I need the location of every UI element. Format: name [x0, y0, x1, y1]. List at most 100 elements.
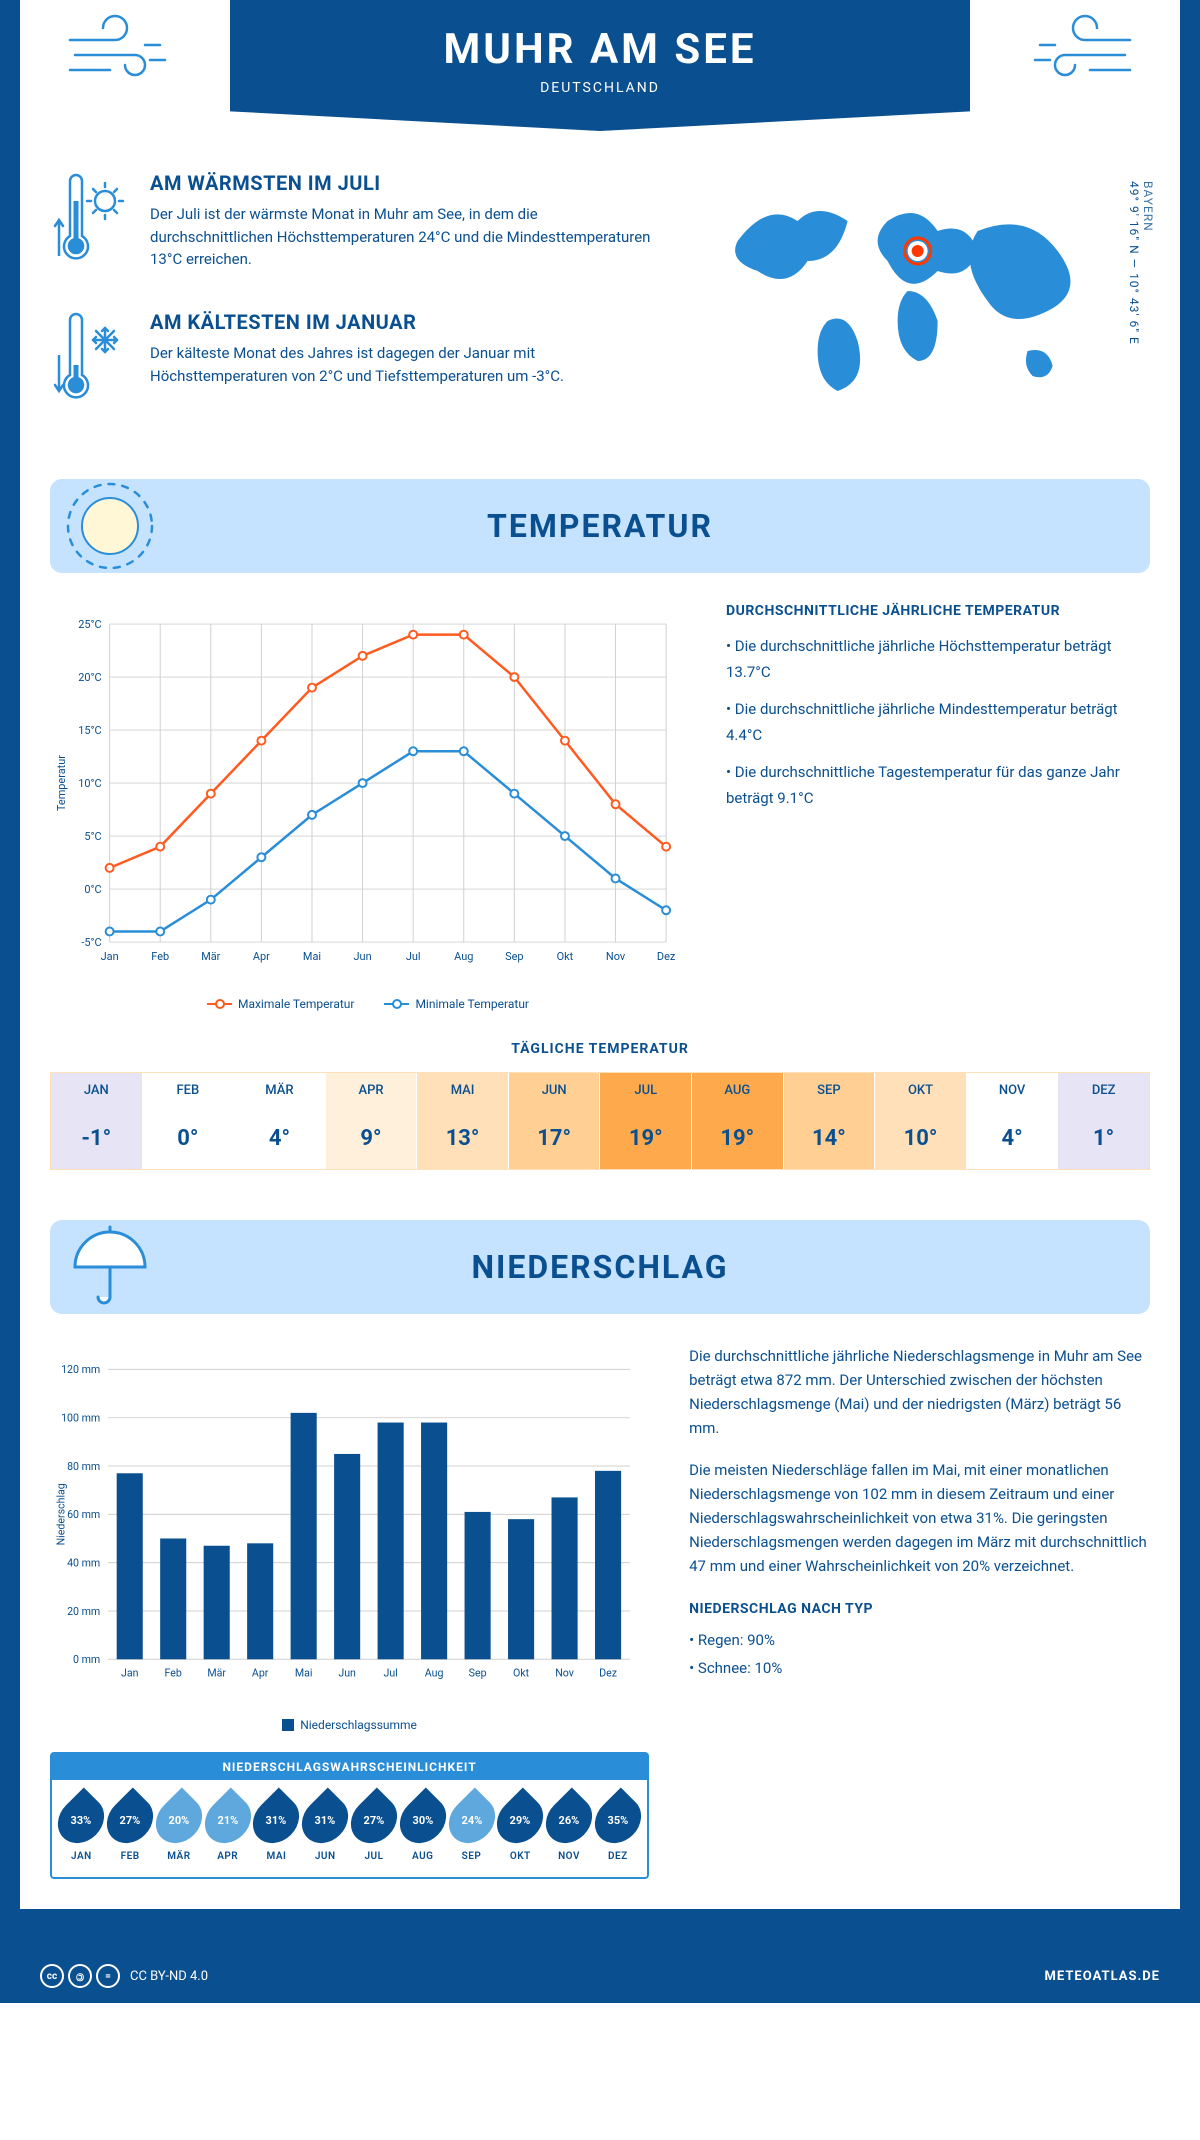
page-header: MUHR AM SEE DEUTSCHLAND	[230, 0, 970, 131]
svg-text:Jun: Jun	[338, 1667, 356, 1680]
precip-chart-legend: Niederschlagssumme	[50, 1718, 649, 1732]
probability-drop: 31%MAI	[252, 1795, 301, 1862]
precip-text-2: Die meisten Niederschläge fallen im Mai,…	[689, 1458, 1150, 1578]
svg-text:Apr: Apr	[252, 1667, 269, 1680]
svg-text:60 mm: 60 mm	[67, 1508, 100, 1521]
section-title: TEMPERATUR	[50, 507, 1150, 545]
probability-drop: 31%JUN	[301, 1795, 350, 1862]
month-cell: SEP14°	[784, 1073, 876, 1169]
precipitation-banner: NIEDERSCHLAG	[50, 1220, 1150, 1314]
svg-text:40 mm: 40 mm	[67, 1557, 100, 1570]
svg-text:Mär: Mär	[201, 950, 220, 963]
svg-text:Nov: Nov	[555, 1667, 574, 1680]
month-cell: OKT10°	[875, 1073, 967, 1169]
svg-text:120 mm: 120 mm	[61, 1363, 100, 1376]
annual-temp-title: DURCHSCHNITTLICHE JÄHRLICHE TEMPERATUR	[726, 603, 1150, 619]
cc-icons: cc🄯=	[40, 1964, 120, 1988]
thermometer-hot-icon	[50, 171, 130, 271]
temperature-line-chart: -5°C0°C5°C10°C15°C20°C25°CJanFebMärAprMa…	[50, 603, 686, 983]
svg-text:Mär: Mär	[207, 1667, 226, 1680]
precip-text-1: Die durchschnittliche jährliche Niedersc…	[689, 1344, 1150, 1440]
temp-bullet: • Die durchschnittliche jährliche Höchst…	[726, 634, 1150, 685]
month-cell: MÄR4°	[234, 1073, 326, 1169]
daily-temp-title: TÄGLICHE TEMPERATUR	[50, 1041, 1150, 1057]
probability-drop: 27%JUL	[350, 1795, 399, 1862]
month-cell: JUL19°	[600, 1073, 692, 1169]
svg-text:Dez: Dez	[599, 1667, 617, 1680]
probability-drop: 20%MÄR	[155, 1795, 204, 1862]
month-cell: JAN-1°	[51, 1073, 143, 1169]
svg-text:Mai: Mai	[295, 1667, 313, 1680]
svg-text:Feb: Feb	[165, 1667, 182, 1680]
month-cell: MAI13°	[417, 1073, 509, 1169]
svg-text:Niederschlag: Niederschlag	[54, 1483, 67, 1545]
svg-text:Okt: Okt	[557, 950, 574, 963]
coldest-fact: AM KÄLTESTEN IM JANUAR Der kälteste Mona…	[50, 310, 655, 414]
svg-text:20 mm: 20 mm	[67, 1605, 100, 1618]
warmest-text: Der Juli ist der wärmste Monat in Muhr a…	[150, 203, 655, 271]
month-cell: AUG19°	[692, 1073, 784, 1169]
month-cell: FEB0°	[143, 1073, 235, 1169]
annual-temp-bullets: • Die durchschnittliche jährliche Höchst…	[726, 634, 1150, 811]
svg-text:Sep: Sep	[469, 1667, 487, 1680]
temp-bullet: • Die durchschnittliche jährliche Mindes…	[726, 697, 1150, 748]
precip-type-item: • Regen: 90%	[689, 1628, 1150, 1652]
svg-text:Apr: Apr	[253, 950, 270, 963]
section-title: NIEDERSCHLAG	[50, 1248, 1150, 1286]
probability-drop: 26%NOV	[545, 1795, 594, 1862]
warmest-fact: AM WÄRMSTEN IM JULI Der Juli ist der wär…	[50, 171, 655, 275]
svg-text:10°C: 10°C	[78, 777, 101, 790]
svg-text:Aug: Aug	[454, 950, 473, 963]
precip-type-item: • Schnee: 10%	[689, 1656, 1150, 1680]
svg-text:Jul: Jul	[383, 1667, 397, 1680]
svg-text:Okt: Okt	[513, 1667, 530, 1680]
svg-text:Mai: Mai	[303, 950, 321, 963]
svg-text:25°C: 25°C	[78, 618, 101, 631]
world-map	[685, 171, 1150, 411]
svg-text:Jun: Jun	[354, 950, 372, 963]
temperature-banner: TEMPERATUR	[50, 479, 1150, 573]
svg-text:Feb: Feb	[151, 950, 169, 963]
probability-drop: 24%SEP	[447, 1795, 496, 1862]
svg-text:Aug: Aug	[425, 1667, 444, 1680]
coldest-title: AM KÄLTESTEN IM JANUAR	[150, 310, 655, 334]
svg-text:15°C: 15°C	[78, 724, 101, 737]
page-subtitle: DEUTSCHLAND	[230, 80, 970, 96]
svg-text:Jul: Jul	[406, 950, 421, 963]
precipitation-probability-box: NIEDERSCHLAGSWAHRSCHEINLICHKEIT 33%JAN27…	[50, 1752, 649, 1879]
sun-icon	[60, 479, 160, 573]
month-cell: APR9°	[326, 1073, 418, 1169]
wind-icon	[65, 20, 175, 90]
svg-text:0 mm: 0 mm	[73, 1653, 100, 1666]
probability-drop: 33%JAN	[57, 1795, 106, 1862]
svg-text:80 mm: 80 mm	[67, 1460, 100, 1473]
page-title: MUHR AM SEE	[230, 25, 970, 74]
svg-text:0°C: 0°C	[84, 883, 101, 896]
temp-chart-legend: Maximale Temperatur Minimale Temperatur	[50, 997, 686, 1011]
svg-text:-5°C: -5°C	[81, 936, 101, 949]
month-cell: DEZ1°	[1058, 1073, 1149, 1169]
site-name: METEOATLAS.DE	[1045, 1969, 1160, 1984]
svg-text:20°C: 20°C	[78, 671, 101, 684]
warmest-title: AM WÄRMSTEN IM JULI	[150, 171, 655, 195]
month-cell: JUN17°	[509, 1073, 601, 1169]
coldest-text: Der kälteste Monat des Jahres ist dagege…	[150, 342, 655, 387]
svg-text:Nov: Nov	[606, 950, 626, 963]
svg-text:Temperatur: Temperatur	[55, 755, 68, 811]
precipitation-bar-chart: 0 mm20 mm40 mm60 mm80 mm100 mm120 mmJanF…	[50, 1344, 649, 1704]
svg-text:Sep: Sep	[505, 950, 523, 963]
probability-drop: 30%AUG	[398, 1795, 447, 1862]
coordinates: BAYERN 49° 9' 16" N — 10° 43' 6" E	[1127, 181, 1155, 345]
umbrella-icon	[60, 1220, 160, 1314]
wind-icon	[1025, 20, 1135, 90]
month-cell: NOV4°	[967, 1073, 1059, 1169]
thermometer-cold-icon	[50, 310, 130, 410]
svg-text:5°C: 5°C	[84, 830, 101, 843]
probability-drop: 27%FEB	[106, 1795, 155, 1862]
precip-type-title: NIEDERSCHLAG NACH TYP	[689, 1598, 1150, 1620]
probability-drop: 35%DEZ	[593, 1795, 642, 1862]
svg-text:100 mm: 100 mm	[61, 1412, 100, 1425]
probability-drop: 29%OKT	[496, 1795, 545, 1862]
license-text: CC BY-ND 4.0	[130, 1969, 208, 1984]
probability-drop: 21%APR	[203, 1795, 252, 1862]
